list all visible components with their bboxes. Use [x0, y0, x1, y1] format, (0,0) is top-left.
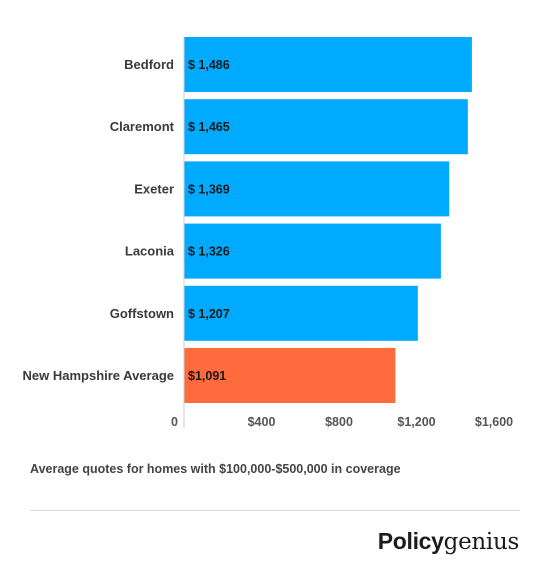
bar-goffstown	[184, 285, 418, 341]
category-label: Claremont	[110, 119, 175, 134]
value-label: $ 1,486	[188, 58, 230, 72]
bar-exeter	[184, 161, 450, 217]
x-tick-label: $800	[325, 415, 353, 429]
bar-new-hampshire-average	[184, 348, 396, 403]
x-tick-label: $1,600	[475, 415, 513, 429]
category-label: New Hampshire Average	[23, 368, 175, 383]
policygenius-logo: Policygenius	[377, 528, 520, 555]
category-label: Exeter	[134, 181, 174, 196]
chart-footnote: Average quotes for homes with $100,000-$…	[30, 462, 401, 476]
value-label: $ 1,465	[188, 120, 230, 134]
category-label: Laconia	[125, 244, 175, 259]
divider	[30, 510, 520, 511]
bar-bedford	[184, 37, 472, 92]
value-label: $ 1,326	[188, 245, 230, 259]
x-tick-label: $1,200	[397, 415, 435, 429]
bar-chart: Bedford $ 1,486 Claremont $ 1,465 Exeter $ 1,…	[23, 37, 513, 429]
bar-claremont	[184, 99, 468, 155]
value-label: $ 1,207	[188, 307, 230, 321]
category-label: Goffstown	[110, 306, 174, 321]
x-tick-label: 0	[171, 415, 178, 429]
logo-part-policy: Policy	[377, 528, 444, 554]
category-label: Bedford	[124, 57, 174, 72]
value-label: $1,091	[188, 369, 226, 383]
value-label: $ 1,369	[188, 182, 230, 196]
x-tick-label: $400	[248, 415, 276, 429]
logo-part-genius: genius	[443, 529, 520, 555]
bar-laconia	[184, 223, 441, 279]
